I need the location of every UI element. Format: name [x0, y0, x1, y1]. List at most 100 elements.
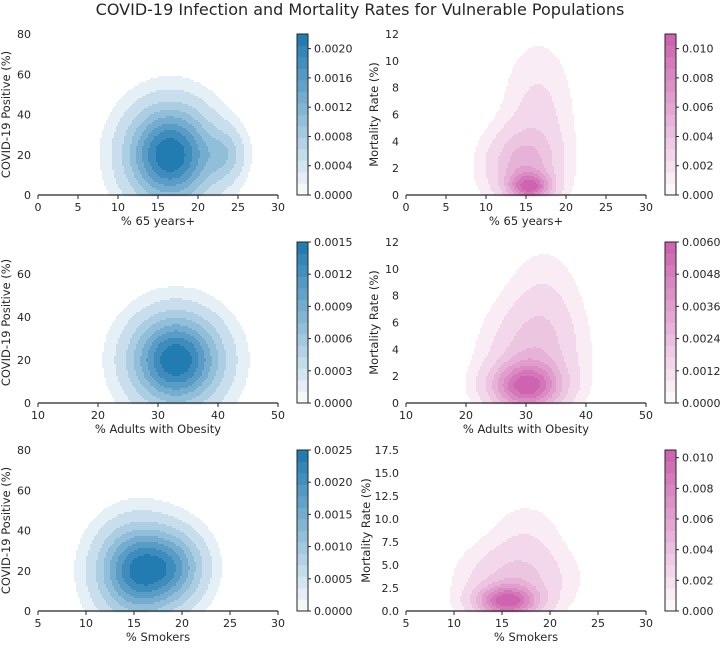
density-cell: [130, 118, 133, 121]
density-cell: [144, 162, 147, 165]
density-cell: [236, 140, 239, 143]
density-cell: [172, 100, 175, 103]
density-cell: [172, 158, 175, 161]
density-cell: [184, 102, 187, 105]
density-cell: [240, 152, 243, 155]
density-cell: [112, 166, 115, 169]
density-cell: [238, 118, 241, 121]
density-cell: [136, 180, 139, 183]
density-cell: [200, 110, 203, 113]
x-tick-label: 25: [231, 201, 245, 214]
density-cell: [150, 78, 153, 81]
density-cell: [116, 124, 119, 127]
density-cell: [156, 160, 159, 163]
density-cell: [146, 108, 149, 111]
density-cell: [166, 186, 169, 189]
density-cell: [168, 158, 171, 161]
density-cell: [170, 186, 173, 189]
density-cell: [226, 178, 229, 181]
density-cell: [250, 144, 253, 147]
density-cell: [502, 110, 505, 113]
density-cell: [540, 118, 543, 121]
density-cell: [124, 164, 127, 167]
density-cell: [504, 104, 507, 107]
density-cell: [202, 186, 205, 189]
density-cell: [200, 114, 203, 117]
density-cell: [152, 122, 155, 125]
density-cell: [164, 156, 167, 159]
density-cell: [162, 174, 165, 177]
density-cell: [204, 152, 207, 155]
density-cell: [148, 80, 151, 83]
density-cell: [140, 188, 143, 191]
density-cell: [186, 180, 189, 183]
density-cell: [130, 166, 133, 169]
density-cell: [540, 96, 543, 99]
density-cell: [128, 166, 131, 169]
density-cell: [130, 158, 133, 161]
density-cell: [106, 172, 109, 175]
density-cell: [230, 152, 233, 155]
density-cell: [206, 172, 209, 175]
density-cell: [530, 86, 533, 89]
density-cell: [118, 142, 121, 145]
density-cell: [536, 106, 539, 109]
density-cell: [122, 152, 125, 155]
density-cell: [528, 78, 531, 81]
density-cell: [210, 166, 213, 169]
density-cell: [210, 170, 213, 173]
density-cell: [544, 78, 547, 81]
density-cell: [112, 118, 115, 121]
density-cell: [116, 116, 119, 119]
density-cell: [108, 182, 111, 185]
density-cell: [236, 170, 239, 173]
density-cell: [214, 160, 217, 163]
density-cell: [196, 134, 199, 137]
density-cell: [244, 176, 247, 179]
density-cell: [118, 122, 121, 125]
density-cell: [190, 178, 193, 181]
density-cell: [176, 82, 179, 85]
density-cell: [152, 92, 155, 95]
density-cell: [526, 74, 529, 77]
density-cell: [172, 146, 175, 149]
density-cell: [530, 98, 533, 101]
density-cell: [228, 152, 231, 155]
density-cell: [224, 134, 227, 137]
density-cell: [550, 104, 553, 107]
density-cell: [214, 154, 217, 157]
density-cell: [124, 104, 127, 107]
density-cell: [202, 134, 205, 137]
density-cell: [232, 122, 235, 125]
density-cell: [170, 96, 173, 99]
density-cell: [108, 164, 111, 167]
density-cell: [220, 168, 223, 171]
density-cell: [104, 158, 107, 161]
density-cell: [186, 148, 189, 151]
density-cell: [206, 96, 209, 99]
density-cell: [204, 88, 207, 91]
density-cell: [540, 120, 543, 123]
density-cell: [170, 86, 173, 89]
colorbar-band: [297, 68, 308, 81]
density-cell: [216, 134, 219, 137]
density-cell: [550, 100, 553, 103]
density-cell: [174, 178, 177, 181]
density-cell: [208, 132, 211, 135]
density-cell: [168, 90, 171, 93]
density-cell: [200, 132, 203, 135]
density-cell: [158, 112, 161, 115]
density-cell: [540, 104, 543, 107]
density-cell: [170, 82, 173, 85]
density-cell: [502, 122, 505, 125]
density-cell: [554, 98, 557, 101]
density-cell: [202, 170, 205, 173]
density-cell: [178, 156, 181, 159]
density-cell: [246, 150, 249, 153]
density-cell: [184, 186, 187, 189]
density-cell: [236, 174, 239, 177]
density-cell: [214, 126, 217, 129]
density-cell: [196, 170, 199, 173]
density-cell: [170, 184, 173, 187]
density-cell: [178, 146, 181, 149]
